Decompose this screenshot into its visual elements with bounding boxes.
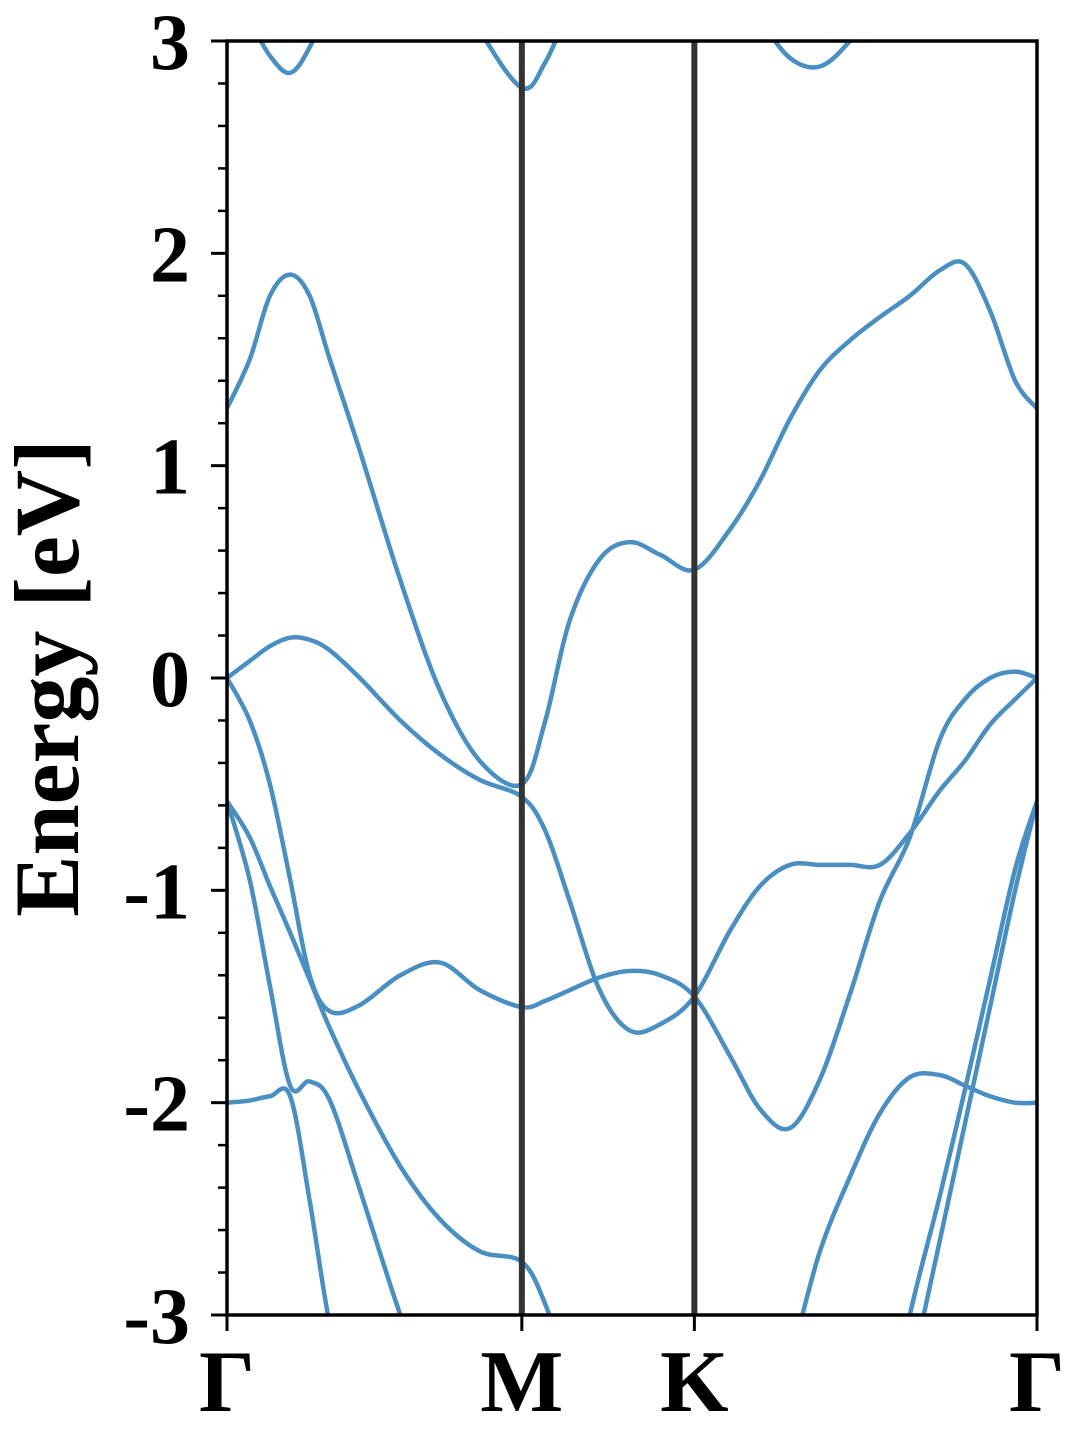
bands bbox=[227, 41, 1037, 1315]
x-tick-label: Γ bbox=[199, 1334, 255, 1431]
y-tick-label: -3 bbox=[123, 1273, 190, 1361]
band-line bbox=[800, 1070, 1037, 1315]
band-line bbox=[227, 800, 403, 1315]
y-tick-label: -2 bbox=[123, 1061, 190, 1149]
y-tick-label: 1 bbox=[150, 424, 190, 512]
band-line bbox=[907, 800, 1037, 1315]
band-line bbox=[227, 634, 1037, 1035]
band-line bbox=[227, 669, 1037, 1132]
band-line bbox=[258, 41, 853, 91]
x-tick-label: M bbox=[480, 1334, 563, 1431]
x-tick-label: K bbox=[660, 1334, 728, 1431]
y-axis-label: Energy [eV] bbox=[0, 439, 98, 917]
y-tick-label: -1 bbox=[123, 848, 190, 936]
x-tick-label: Γ bbox=[1009, 1334, 1065, 1431]
plot-frame bbox=[225, 39, 1039, 1317]
band-line bbox=[921, 800, 1037, 1315]
y-tick-label: 0 bbox=[150, 636, 190, 724]
y-tick-label: 2 bbox=[150, 211, 190, 299]
band-line bbox=[227, 259, 1037, 788]
y-tick-label: 3 bbox=[150, 0, 190, 87]
band-line bbox=[227, 1086, 331, 1315]
